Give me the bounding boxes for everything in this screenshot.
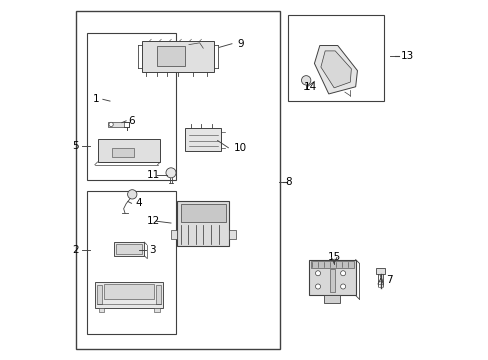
Bar: [86, 191, 176, 334]
Text: 6: 6: [128, 116, 134, 126]
Bar: [329, 269, 334, 292]
Text: 3: 3: [149, 245, 156, 255]
Bar: [287, 15, 384, 101]
Bar: [98, 139, 160, 162]
Text: 2: 2: [72, 245, 79, 255]
Circle shape: [315, 271, 320, 276]
Bar: [181, 204, 225, 221]
Bar: [104, 284, 154, 299]
Bar: [229, 230, 235, 239]
Bar: [114, 242, 144, 256]
Text: 11: 11: [147, 170, 160, 180]
Text: 4: 4: [135, 198, 142, 208]
Bar: [107, 122, 123, 127]
Bar: [99, 308, 104, 312]
Bar: [97, 285, 102, 304]
Bar: [115, 244, 142, 254]
Circle shape: [109, 122, 113, 127]
Text: 13: 13: [400, 51, 413, 61]
Bar: [95, 282, 163, 308]
Circle shape: [165, 168, 176, 178]
Text: 8: 8: [285, 177, 292, 187]
Bar: [177, 201, 229, 246]
Circle shape: [301, 76, 310, 85]
Bar: [156, 285, 161, 304]
Bar: [310, 261, 353, 267]
Text: 7: 7: [386, 275, 392, 285]
Text: 10: 10: [233, 143, 246, 153]
Bar: [86, 33, 176, 180]
Circle shape: [127, 190, 137, 199]
Text: 1: 1: [92, 94, 99, 104]
Bar: [185, 128, 221, 152]
Polygon shape: [320, 51, 351, 88]
Bar: [142, 41, 214, 72]
Bar: [154, 308, 159, 312]
Bar: [76, 12, 280, 348]
Circle shape: [340, 284, 345, 289]
Text: 15: 15: [327, 252, 340, 262]
Bar: [112, 148, 133, 157]
Text: 5: 5: [72, 141, 79, 151]
Bar: [170, 230, 177, 239]
Circle shape: [340, 271, 345, 276]
Bar: [156, 46, 185, 66]
Bar: [324, 296, 340, 303]
Bar: [376, 268, 384, 274]
Circle shape: [315, 284, 320, 289]
Text: 12: 12: [147, 216, 160, 226]
Text: 9: 9: [237, 39, 244, 49]
Text: 14: 14: [303, 82, 316, 92]
Polygon shape: [314, 45, 357, 94]
Bar: [308, 260, 355, 296]
